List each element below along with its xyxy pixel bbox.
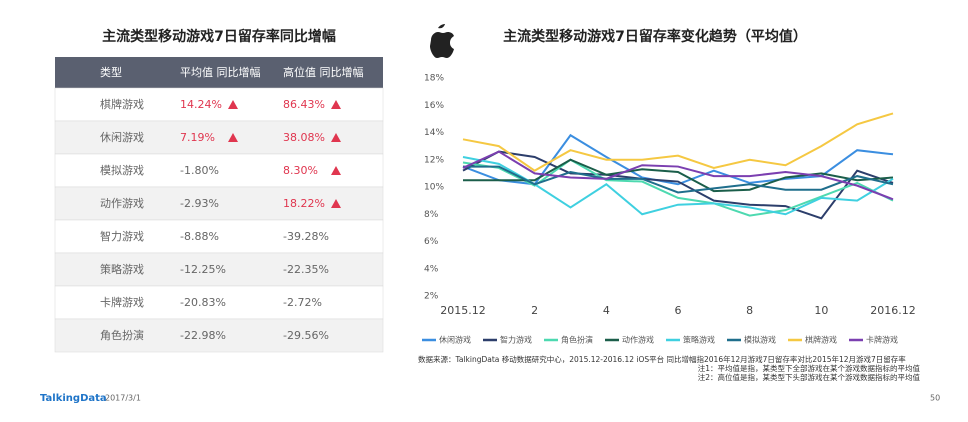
series-line — [463, 158, 894, 193]
legend-label: 智力游戏 — [500, 335, 532, 345]
table-cell: 休闲游戏 — [100, 130, 144, 144]
table-row-bg — [54, 153, 384, 188]
series-line — [462, 112, 894, 172]
table-cell: -12.25% — [180, 263, 226, 276]
up-triangle — [331, 166, 341, 175]
legend-label: 卡牌游戏 — [866, 335, 898, 345]
table-row-bg — [54, 285, 384, 320]
table-cell: 动作游戏 — [100, 197, 144, 210]
up-triangle — [331, 133, 341, 142]
table-cell: -2.72% — [283, 296, 322, 309]
series-line — [462, 158, 894, 217]
table-cell: -29.56% — [283, 329, 329, 342]
y-tick-label: 6% — [424, 237, 439, 247]
x-tick-label: 6 — [675, 304, 682, 317]
table-header-cell: 类型 — [100, 65, 122, 79]
up-triangle — [228, 133, 238, 142]
up-triangle — [331, 100, 341, 109]
table-cell: -22.35% — [283, 263, 329, 276]
table-cell: -2.93% — [180, 197, 219, 210]
table-cell: 14.24% — [180, 98, 222, 111]
chart-title: 主流类型移动游戏7日留存率变化趋势（平均值） — [503, 28, 807, 45]
table-header-bg — [55, 57, 383, 88]
table-row-bg — [54, 186, 384, 221]
x-tick-label: 2015.12 — [440, 304, 486, 317]
source-note: 数据来源：TalkingData 移动数据研究中心，2015.12-2016.1… — [418, 354, 906, 364]
table-row-bg — [54, 318, 384, 353]
y-tick-label: 10% — [424, 183, 444, 193]
table-header-cell: 平均值 同比增幅 — [180, 65, 261, 79]
table-cell: 18.22% — [283, 197, 325, 210]
legend-label: 模拟游戏 — [744, 335, 776, 345]
y-tick-label: 8% — [424, 210, 439, 220]
y-tick-label: 14% — [424, 128, 444, 138]
legend-label: 休闲游戏 — [439, 335, 471, 345]
table-cell: -1.80% — [180, 164, 219, 177]
series-line — [462, 150, 894, 220]
x-tick-label: 10 — [814, 304, 828, 317]
apple-logo — [430, 24, 454, 58]
y-tick-label: 18% — [424, 74, 444, 84]
x-tick-label: 2016.12 — [870, 304, 916, 317]
y-tick-label: 12% — [424, 155, 444, 165]
table-cell: 模拟游戏 — [100, 163, 144, 177]
x-tick-label: 4 — [603, 304, 610, 317]
x-tick-label: 2 — [531, 304, 538, 317]
up-triangle — [331, 199, 341, 208]
legend-label: 动作游戏 — [622, 335, 654, 345]
table-cell: 86.43% — [283, 98, 325, 111]
legend-label: 策略游戏 — [683, 335, 715, 345]
table-cell: 角色扮演 — [100, 328, 144, 342]
table-cell: 8.30% — [283, 164, 318, 177]
series-line — [462, 150, 894, 201]
table-cell: 7.19% — [180, 131, 215, 144]
footer-date: 2017/3/1 — [105, 394, 141, 403]
source-note: 注1：平均值是指，某类型下全部游戏在某个游戏数据指标的平均值 — [698, 363, 921, 373]
table-cell: 策略游戏 — [100, 262, 144, 276]
table-cell: 38.08% — [283, 131, 325, 144]
y-tick-label: 16% — [424, 101, 444, 111]
footer-brand: TalkingData — [40, 393, 107, 404]
table-cell: 棋牌游戏 — [100, 97, 144, 111]
legend-label: 棋牌游戏 — [805, 335, 837, 345]
series-line — [463, 165, 894, 194]
up-triangle — [228, 100, 238, 109]
table-row-bg — [54, 252, 384, 287]
source-note: 注2：高位值是指，某类型下头部游戏在某个游戏数据指标的平均值 — [698, 372, 921, 382]
y-tick-label: 2% — [424, 292, 439, 302]
y-tick-label: 4% — [424, 264, 439, 274]
x-tick-label: 8 — [746, 304, 753, 317]
table-cell: -20.83% — [180, 296, 226, 309]
table-header-cell: 高位值 同比增幅 — [283, 65, 364, 79]
legend-label: 角色扮演 — [561, 335, 593, 345]
table-row-bg — [54, 87, 384, 122]
page-number: 50 — [930, 394, 940, 403]
table-cell: 卡牌游戏 — [100, 295, 144, 309]
table-title: 主流类型移动游戏7日留存率同比增幅 — [102, 28, 336, 45]
table-cell: 智力游戏 — [100, 229, 144, 243]
table-cell: -8.88% — [180, 230, 219, 243]
table-cell: -22.98% — [180, 329, 226, 342]
table-cell: -39.28% — [283, 230, 329, 243]
